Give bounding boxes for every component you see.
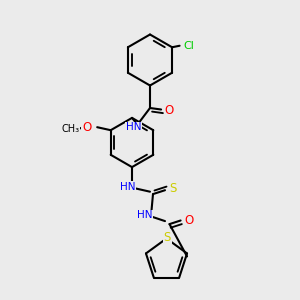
Text: O: O	[82, 121, 91, 134]
Text: Cl: Cl	[183, 41, 194, 51]
Text: HN: HN	[126, 122, 141, 133]
Text: O: O	[164, 103, 173, 117]
Text: S: S	[170, 182, 177, 195]
Text: CH₃: CH₃	[62, 124, 80, 134]
Text: S: S	[164, 231, 171, 244]
Text: HN: HN	[137, 210, 152, 220]
Text: O: O	[184, 214, 193, 227]
Text: HN: HN	[120, 182, 136, 192]
